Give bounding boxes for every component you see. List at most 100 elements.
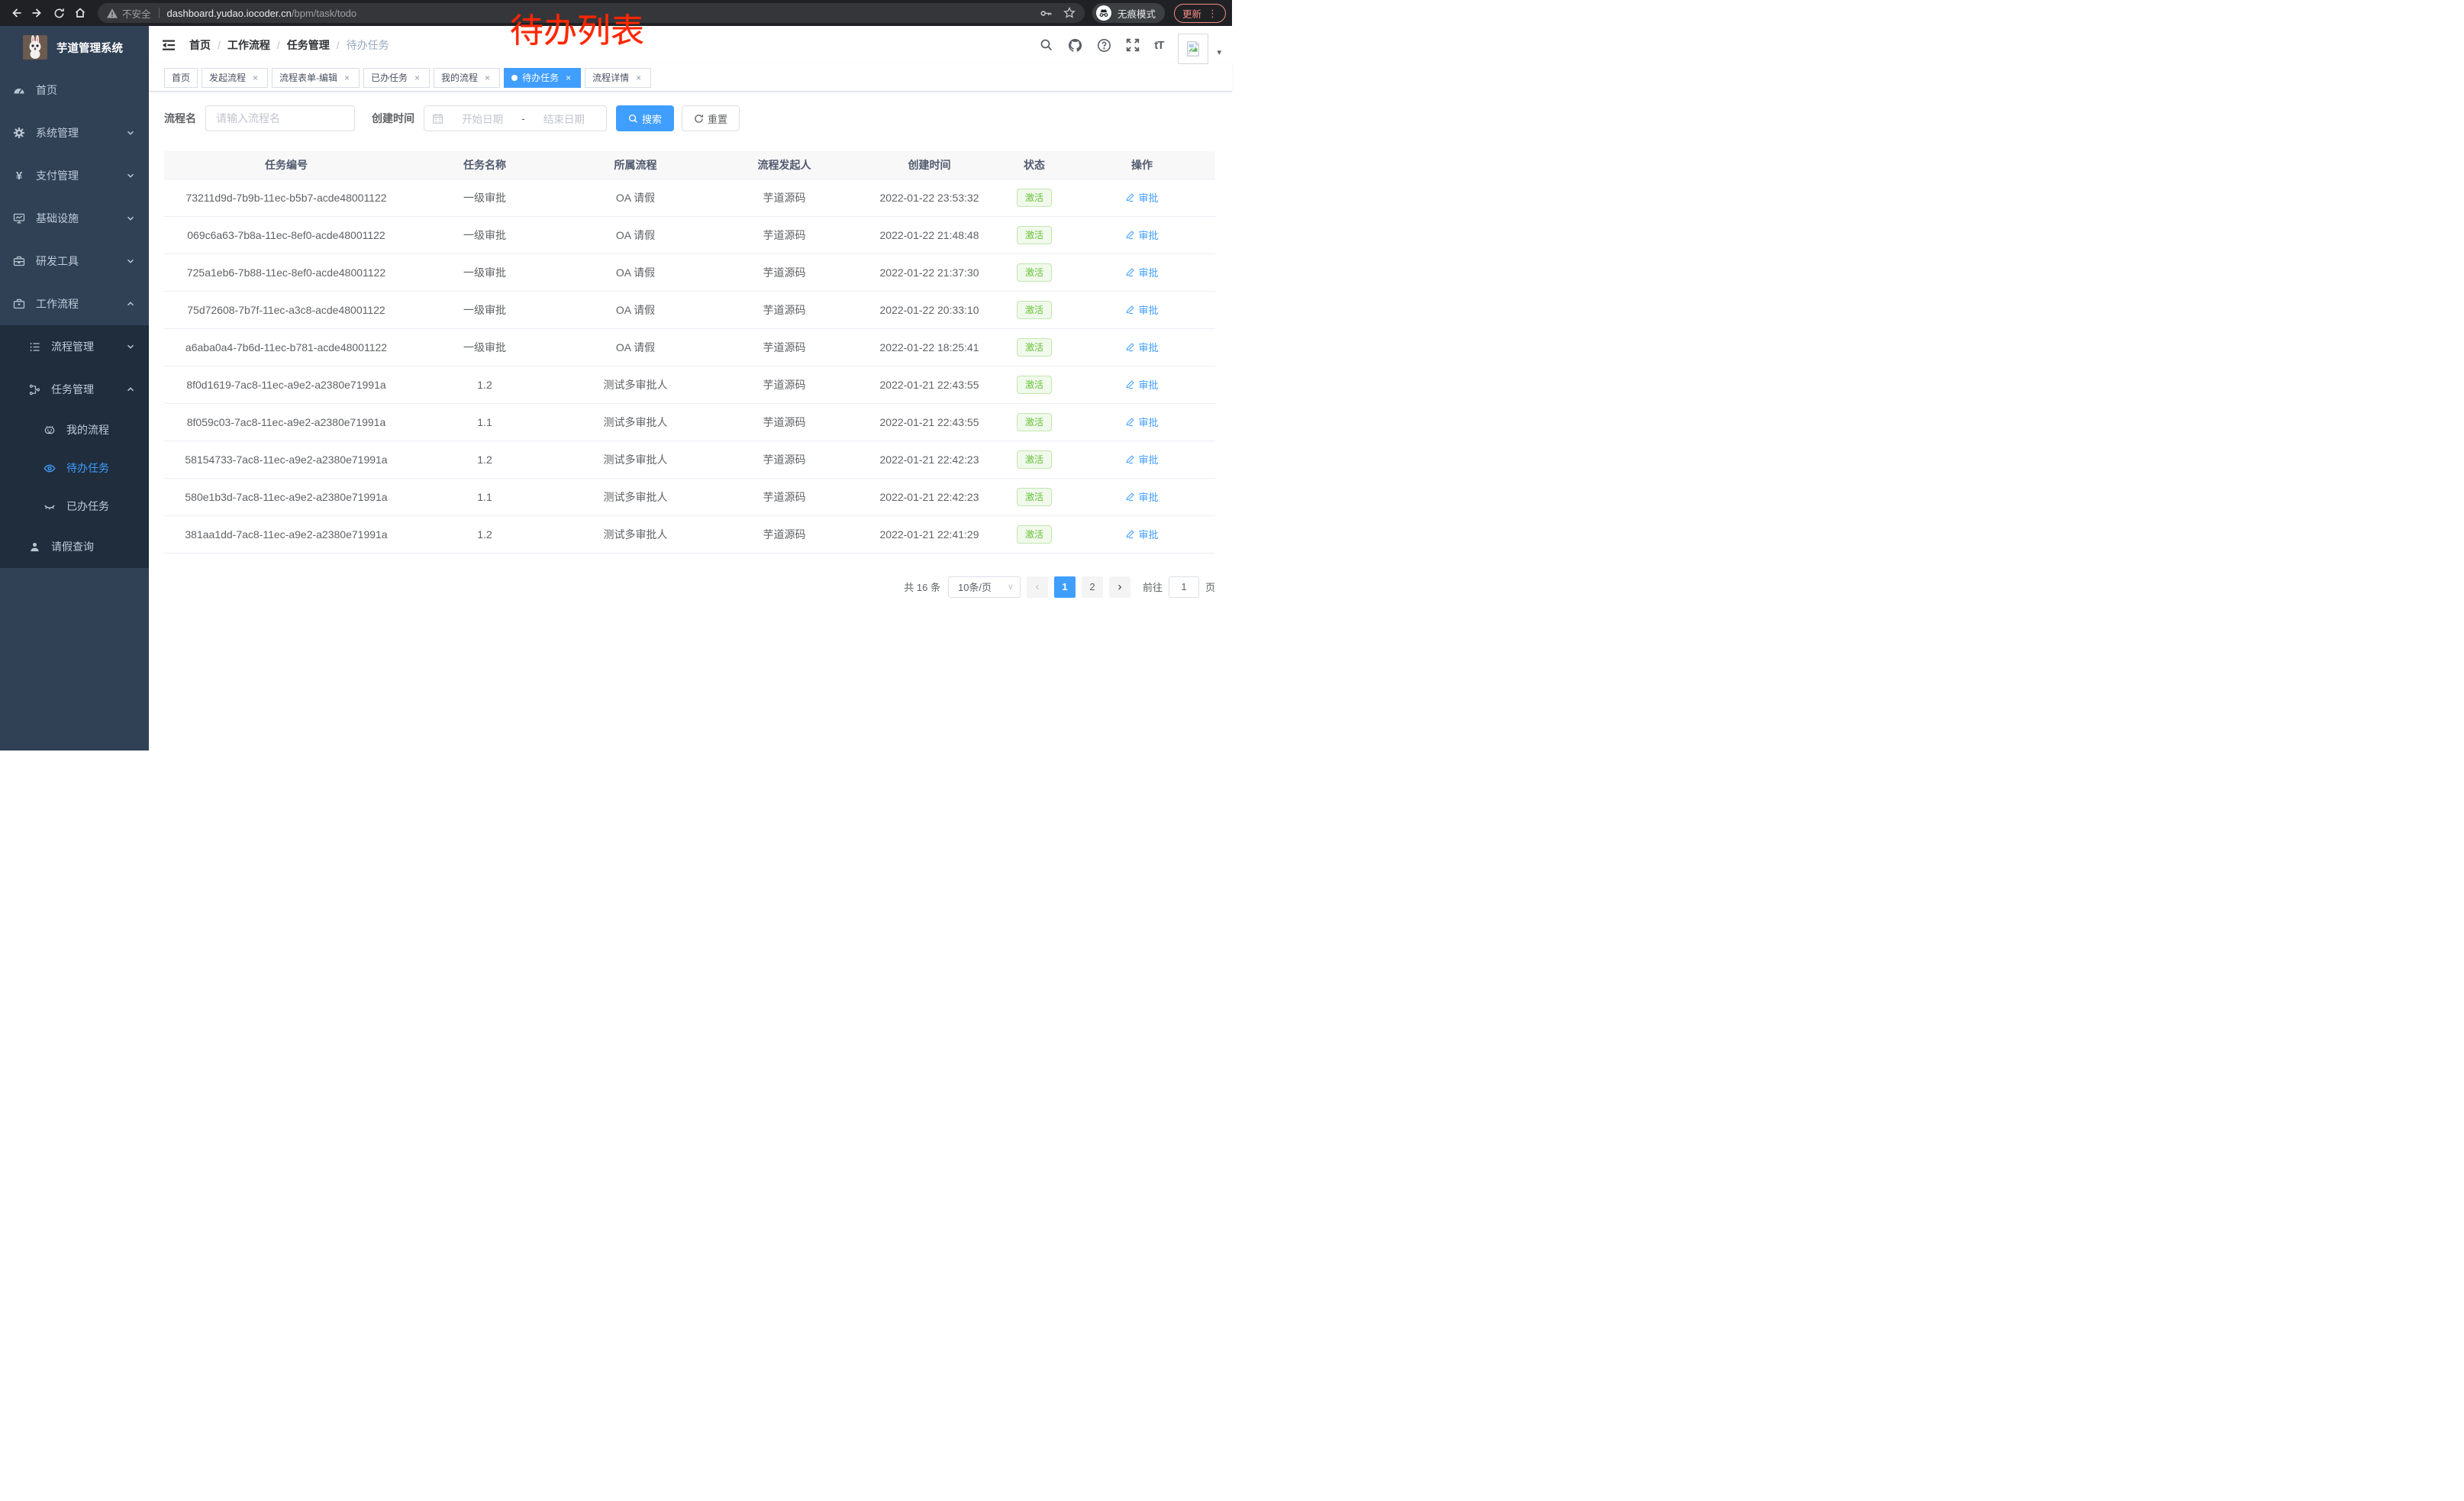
sidebar-item-system[interactable]: 系统管理 (0, 111, 149, 154)
col-create-time: 创建时间 (859, 151, 1000, 179)
page-size-select[interactable]: 10条/页 ∨ (947, 576, 1021, 598)
key-icon[interactable] (1040, 8, 1053, 19)
process-name-input[interactable] (205, 105, 355, 131)
cell-starter: 芋道源码 (710, 328, 859, 366)
cell-create-time: 2022-01-21 22:43:55 (859, 403, 1000, 441)
back-icon[interactable] (6, 3, 26, 23)
edit-pen-icon (1127, 455, 1135, 464)
forward-icon[interactable] (27, 3, 47, 23)
sidebar-item-home[interactable]: 首页 (0, 69, 149, 111)
prev-page-button[interactable]: ‹ (1026, 576, 1048, 598)
page-button-1[interactable]: 1 (1053, 576, 1076, 598)
sidebar-collapse-icon[interactable] (161, 37, 176, 53)
app-logo[interactable]: 芋道管理系统 (0, 26, 149, 69)
close-icon[interactable]: × (414, 72, 421, 83)
warning-icon (107, 8, 118, 18)
tag-tab-todo-tasks[interactable]: 待办任务 × (504, 67, 582, 88)
cell-task-id: 8f059c03-7ac8-11ec-a9e2-a2380e71991a (164, 403, 408, 441)
sidebar-item-devtools[interactable]: 研发工具 (0, 240, 149, 282)
sidebar-item-my-process[interactable]: 我的流程 (0, 411, 149, 449)
breadcrumb-current: 待办任务 (346, 39, 389, 51)
edit-pen-icon (1127, 268, 1135, 277)
date-range-picker[interactable]: 开始日期 - 结束日期 (424, 105, 607, 131)
page-button-2[interactable]: 2 (1081, 576, 1103, 598)
close-icon[interactable]: × (636, 72, 642, 83)
status-badge: 激活 (1016, 487, 1052, 506)
approve-button[interactable]: 审批 (1125, 377, 1159, 392)
tag-tab-home[interactable]: 首页 (164, 67, 198, 88)
breadcrumb-task-mgmt[interactable]: 任务管理 (286, 39, 330, 51)
fullscreen-icon[interactable] (1126, 38, 1140, 52)
cell-create-time: 2022-01-22 20:33:10 (859, 291, 1000, 329)
approve-button[interactable]: 审批 (1125, 302, 1159, 317)
github-icon[interactable] (1068, 38, 1082, 53)
cell-process: OA 请假 (561, 291, 710, 329)
cell-process: 测试多审批人 (561, 403, 710, 441)
home-icon[interactable] (70, 3, 90, 23)
sidebar-item-process-mgmt[interactable]: 流程管理 (0, 325, 149, 368)
tree-list-icon (28, 341, 40, 353)
process-name-label: 流程名 (164, 112, 196, 124)
close-icon[interactable]: × (485, 72, 491, 83)
security-label[interactable]: 不安全 (122, 8, 151, 20)
navbar: 首页 / 工作流程 / 任务管理 / 待办任务 (149, 26, 1232, 64)
tag-tab-process-detail[interactable]: 流程详情 × (585, 67, 652, 88)
chevron-down-icon (126, 171, 135, 180)
toolbox-icon (13, 255, 25, 267)
search-icon (628, 114, 638, 123)
approve-button[interactable]: 审批 (1125, 228, 1159, 242)
reload-icon[interactable] (49, 3, 69, 23)
approve-button[interactable]: 审批 (1125, 415, 1159, 429)
close-icon[interactable]: × (566, 72, 572, 83)
cell-task-id: 75d72608-7b7f-11ec-a3c8-acde48001122 (164, 291, 408, 329)
cell-process: OA 请假 (561, 253, 710, 292)
workflow-submenu: 流程管理 任务管理 我的流程 (0, 325, 149, 568)
next-page-button[interactable]: › (1108, 576, 1130, 598)
sidebar: 芋道管理系统 首页 系统管理 ¥ 支付管理 (0, 26, 149, 750)
browser-menu-icon[interactable]: ⋮ (1208, 7, 1217, 19)
approve-button[interactable]: 审批 (1125, 265, 1159, 279)
caret-down-icon[interactable]: ▾ (1217, 47, 1221, 57)
chrome-update-button[interactable]: 更新 ⋮ (1173, 3, 1226, 23)
tag-tab-done-tasks[interactable]: 已办任务 × (363, 67, 431, 88)
status-badge: 激活 (1016, 263, 1052, 282)
goto-page-input[interactable] (1168, 576, 1199, 598)
sidebar-item-done-tasks[interactable]: 已办任务 (0, 487, 149, 525)
approve-button[interactable]: 审批 (1125, 489, 1159, 504)
col-task-id: 任务编号 (164, 151, 408, 179)
breadcrumb-home[interactable]: 首页 (189, 39, 211, 51)
sidebar-item-payment[interactable]: ¥ 支付管理 (0, 154, 149, 197)
cell-process: OA 请假 (561, 328, 710, 366)
approve-button[interactable]: 审批 (1125, 527, 1159, 541)
approve-button[interactable]: 审批 (1125, 190, 1159, 205)
font-size-icon[interactable]: tT (1154, 38, 1164, 52)
cell-starter: 芋道源码 (710, 216, 859, 254)
approve-button[interactable]: 审批 (1125, 452, 1159, 466)
cell-starter: 芋道源码 (710, 366, 859, 404)
cell-task-name: 1.2 (408, 515, 561, 554)
incognito-icon (1095, 5, 1111, 21)
close-icon[interactable]: × (344, 72, 350, 83)
sidebar-item-leave-query[interactable]: 请假查询 (0, 525, 149, 568)
tag-tab-my-process[interactable]: 我的流程 × (434, 67, 501, 88)
approve-button[interactable]: 审批 (1125, 340, 1159, 354)
sidebar-item-todo-tasks[interactable]: 待办任务 (0, 449, 149, 487)
avatar[interactable] (1178, 34, 1209, 64)
address-bar[interactable]: 不安全 dashboard.yudao.iocoder.cn/bpm/task/… (98, 3, 1085, 23)
search-button[interactable]: 搜索 (616, 105, 675, 131)
chevron-up-icon (126, 299, 135, 308)
bookmark-star-icon[interactable] (1063, 7, 1076, 19)
sidebar-item-workflow[interactable]: 工作流程 (0, 282, 149, 325)
tag-tab-form-edit[interactable]: 流程表单-编辑 × (272, 67, 360, 88)
search-icon[interactable] (1040, 38, 1053, 52)
close-icon[interactable]: × (253, 72, 259, 83)
url-text[interactable]: dashboard.yudao.iocoder.cn/bpm/task/todo (166, 7, 357, 19)
help-icon[interactable] (1097, 38, 1111, 53)
tag-tab-start-process[interactable]: 发起流程 × (202, 67, 269, 88)
reset-button[interactable]: 重置 (682, 105, 740, 131)
sidebar-item-infra[interactable]: 基础设施 (0, 197, 149, 240)
cell-process: OA 请假 (561, 179, 710, 217)
breadcrumb-workflow[interactable]: 工作流程 (227, 39, 270, 51)
cell-create-time: 2022-01-21 22:41:29 (859, 515, 1000, 554)
sidebar-item-task-mgmt[interactable]: 任务管理 (0, 368, 149, 411)
